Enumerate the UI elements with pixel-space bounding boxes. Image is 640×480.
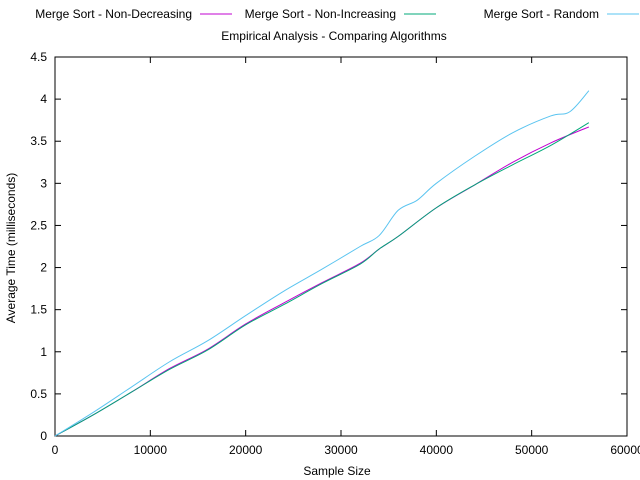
y-tick-label: 1 xyxy=(40,345,47,359)
y-tick-label: 3 xyxy=(40,176,47,190)
legend-label-non-increasing: Merge Sort - Non-Increasing xyxy=(245,7,396,21)
x-tick-label: 50000 xyxy=(515,443,549,457)
series-line-non-increasing xyxy=(54,122,590,437)
y-tick-label: 0 xyxy=(40,429,47,443)
y-tick-label: 2.5 xyxy=(30,218,47,232)
y-axis-label: Average Time (milliseconds) xyxy=(4,173,18,324)
x-tick-label: 30000 xyxy=(324,443,358,457)
legend-label-random: Merge Sort - Random xyxy=(484,7,599,21)
series-line-random xyxy=(54,90,590,437)
y-tick-label: 0.5 xyxy=(30,387,47,401)
y-tick-label: 3.5 xyxy=(30,134,47,148)
legend: Merge Sort - Non-Decreasing Merge Sort -… xyxy=(35,7,639,21)
legend-label-non-decreasing: Merge Sort - Non-Decreasing xyxy=(35,7,192,21)
x-axis-label: Sample Size xyxy=(303,464,371,478)
x-tick-label: 10000 xyxy=(134,443,168,457)
x-tick-label: 20000 xyxy=(229,443,263,457)
y-tick-label: 2 xyxy=(40,261,47,275)
x-tick-label: 0 xyxy=(52,443,59,457)
series-group xyxy=(54,90,590,437)
y-tick-label: 4.5 xyxy=(30,50,47,64)
x-tick-label: 40000 xyxy=(420,443,454,457)
y-tick-label: 4 xyxy=(40,92,47,106)
y-tick-label: 1.5 xyxy=(30,303,47,317)
plot-frame xyxy=(54,56,628,437)
chart-title: Empirical Analysis - Comparing Algorithm… xyxy=(221,29,446,43)
